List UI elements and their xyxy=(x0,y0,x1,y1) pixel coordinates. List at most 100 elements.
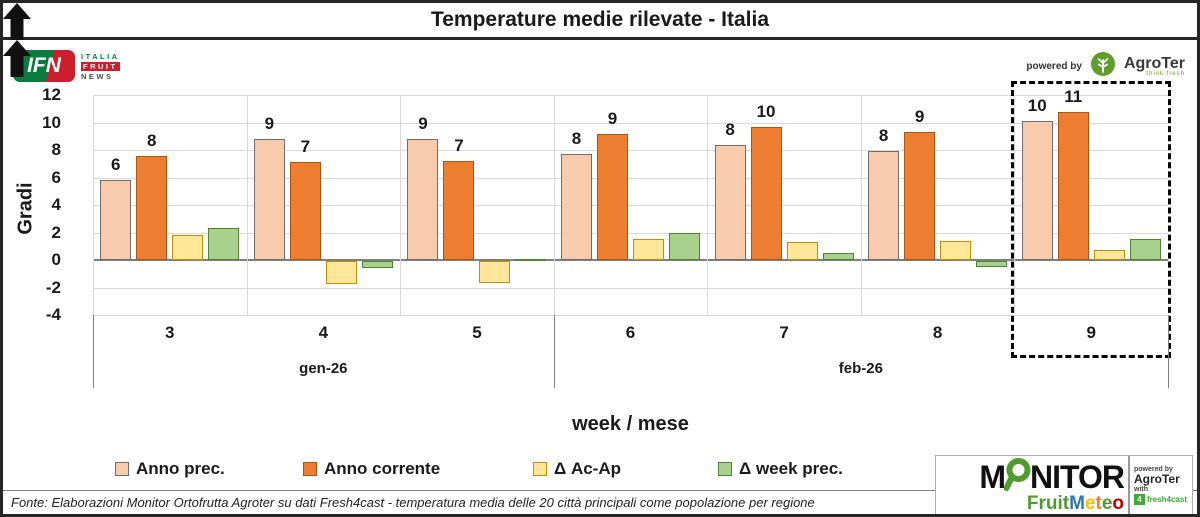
bar xyxy=(669,232,700,260)
bar xyxy=(443,161,475,260)
fruitmeteo-letter: Fruit xyxy=(1026,493,1070,514)
y-tick-label: 0 xyxy=(51,250,61,269)
grid-line xyxy=(93,150,1168,151)
ifn-logo-text: ITALIA FRUIT NEWS xyxy=(81,52,120,81)
bar-label: 9 xyxy=(418,114,428,133)
grid-line xyxy=(93,232,1168,234)
bar-label: 8 xyxy=(878,126,889,146)
week-label: 8 xyxy=(932,323,943,342)
bar xyxy=(750,126,782,260)
y-tick-label: 12 xyxy=(42,85,61,104)
highlight-box xyxy=(1011,81,1171,358)
grid-line xyxy=(93,177,1168,179)
week-label: 6 xyxy=(625,323,636,342)
y-tick-label: 4 xyxy=(51,195,61,214)
y-tick-label: 6 xyxy=(51,167,61,187)
bar xyxy=(940,240,972,260)
x-axis-title: week / mese xyxy=(572,413,689,435)
grid-line xyxy=(93,122,1168,124)
bar-label: 7 xyxy=(300,137,311,157)
legend-swatch xyxy=(718,462,732,476)
bar-label: 9 xyxy=(914,107,925,127)
bar-label: 10 xyxy=(1027,96,1047,116)
y-tick-label: -4 xyxy=(45,305,61,324)
bar-label: 11 xyxy=(1064,86,1083,106)
ifn-line-italia: ITALIA xyxy=(81,51,120,61)
bar xyxy=(633,239,664,260)
monitor-wordmark: M NITOR FruitMeteo xyxy=(936,456,1128,514)
fruitmeteo-letter: t xyxy=(1095,493,1102,514)
bar-label: 8 xyxy=(147,130,157,150)
monitor-word-end: NITOR xyxy=(1030,458,1125,495)
bar xyxy=(868,151,900,260)
ifn-line-fruit: FRUIT xyxy=(81,61,120,71)
week-label: 3 xyxy=(165,323,175,342)
axis-divider xyxy=(553,315,555,388)
category-separator xyxy=(400,95,402,315)
powered-by-agroter: powered by AgroTer think fresh xyxy=(1026,51,1185,82)
legend-item: Anno prec. xyxy=(115,459,225,479)
zero-axis-line xyxy=(93,259,1168,261)
bar-label: 9 xyxy=(607,108,618,128)
chart-title: Temperature medie rilevate - Italia xyxy=(3,3,1197,40)
category-separator xyxy=(707,95,709,315)
bar xyxy=(253,139,285,260)
legend-label: Δ week prec. xyxy=(739,459,843,478)
legend-item: Δ Ac-Ap xyxy=(533,459,621,479)
month-label: feb-26 xyxy=(838,360,883,377)
plot-left-edge xyxy=(93,95,94,315)
bar xyxy=(561,154,592,260)
bar xyxy=(1129,239,1161,260)
axis-divider xyxy=(1168,315,1169,388)
bar xyxy=(407,139,439,260)
bar xyxy=(172,235,204,260)
week-label: 9 xyxy=(1086,323,1096,342)
fruitmeteo-letter: o xyxy=(1112,493,1124,514)
week-label: 4 xyxy=(318,323,329,342)
week-label: 7 xyxy=(779,323,789,342)
monitor-with-label: with xyxy=(1134,486,1148,493)
grid-line xyxy=(93,315,1168,316)
legend-label: Δ Ac-Ap xyxy=(554,459,621,478)
bar-label: 9 xyxy=(264,114,275,133)
bar-label: 10 xyxy=(756,101,776,121)
week-label: 5 xyxy=(472,323,482,342)
legend-swatch xyxy=(115,462,129,476)
bar xyxy=(136,155,168,260)
grid-line xyxy=(93,287,1168,289)
bar xyxy=(289,162,321,260)
fresh4cast-name: fresh4cast xyxy=(1147,495,1188,504)
up-arrow-icon xyxy=(3,40,31,77)
monitor-fruitmeteo-logo: M NITOR FruitMeteo powered by AgroTer wi… xyxy=(935,455,1193,514)
bar xyxy=(714,144,746,260)
bar xyxy=(479,261,511,283)
category-separator xyxy=(1014,95,1016,315)
up-arrow-icon xyxy=(3,3,31,40)
legend-item: Anno corrente xyxy=(303,459,440,479)
bar xyxy=(1021,121,1053,260)
bar xyxy=(515,258,547,261)
y-tick-label: -2 xyxy=(45,277,61,297)
y-tick-label: 8 xyxy=(51,140,61,159)
category-separator xyxy=(860,95,862,315)
bar-label: 6 xyxy=(111,155,121,175)
fresh4cast-badge: 4 fresh4cast xyxy=(1134,494,1190,505)
y-tick-label: 10 xyxy=(42,112,61,132)
legend-label: Anno corrente xyxy=(324,459,441,478)
bar-chart: 12 10 8 6 4 2 0 -2 -4 6 9 9 8 8 8 10 8 7 7 9 10 9 11 3 4 5 6 7 8 9 gen… xyxy=(3,3,1197,514)
bar xyxy=(786,242,818,260)
monitor-credits: powered by AgroTer with 4 fresh4cast xyxy=(1128,456,1192,514)
powered-by-label: powered by xyxy=(1026,61,1082,72)
bar xyxy=(361,261,393,268)
category-separator xyxy=(553,95,555,315)
month-label: gen-26 xyxy=(299,360,348,377)
bar-label: 7 xyxy=(454,136,464,155)
grid-line xyxy=(93,205,1168,206)
source-text: Fonte: Elaborazioni Monitor Ortofrutta A… xyxy=(11,495,815,510)
category-separator xyxy=(246,95,248,315)
agroter-name: AgroTer xyxy=(1123,54,1185,72)
bar xyxy=(1057,111,1089,260)
monitor-powered-by-label: powered by xyxy=(1134,466,1173,473)
fruitmeteo-letter: e xyxy=(1084,493,1096,514)
